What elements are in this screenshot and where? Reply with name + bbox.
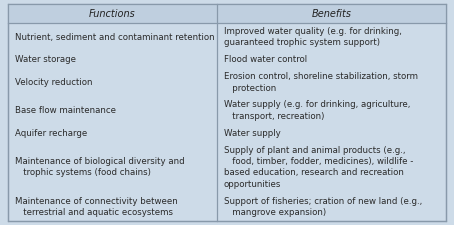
Text: Maintenance of biological diversity and: Maintenance of biological diversity and (15, 157, 185, 166)
Text: protection: protection (224, 84, 276, 93)
Text: Water storage: Water storage (15, 55, 76, 64)
Text: mangrove expansion): mangrove expansion) (224, 208, 326, 217)
Text: transport, recreation): transport, recreation) (224, 112, 324, 121)
Text: Benefits: Benefits (311, 9, 351, 19)
Text: terrestrial and aquatic ecosystems: terrestrial and aquatic ecosystems (15, 208, 173, 217)
Text: Nutrient, sediment and contaminant retention: Nutrient, sediment and contaminant reten… (15, 33, 215, 42)
Text: guaranteed trophic system support): guaranteed trophic system support) (224, 38, 380, 47)
Text: Erosion control, shoreline stabilization, storm: Erosion control, shoreline stabilization… (224, 72, 418, 81)
Text: Maintenance of connectivity between: Maintenance of connectivity between (15, 197, 178, 206)
FancyBboxPatch shape (8, 4, 446, 221)
Text: Functions: Functions (89, 9, 136, 19)
Text: Aquifer recharge: Aquifer recharge (15, 129, 87, 138)
Text: opportunities: opportunities (224, 180, 281, 189)
Text: trophic systems (food chains): trophic systems (food chains) (15, 168, 151, 177)
Text: Flood water control: Flood water control (224, 55, 307, 64)
Text: Support of fisheries; cration of new land (e.g.,: Support of fisheries; cration of new lan… (224, 197, 422, 206)
Text: Water supply (e.g. for drinking, agriculture,: Water supply (e.g. for drinking, agricul… (224, 101, 410, 110)
FancyBboxPatch shape (8, 4, 446, 23)
Text: Velocity reduction: Velocity reduction (15, 78, 93, 87)
Text: Base flow maintenance: Base flow maintenance (15, 106, 116, 115)
Text: food, timber, fodder, medicines), wildlife -: food, timber, fodder, medicines), wildli… (224, 157, 413, 166)
Text: based education, research and recreation: based education, research and recreation (224, 168, 404, 177)
Text: Improved water quality (e.g. for drinking,: Improved water quality (e.g. for drinkin… (224, 27, 402, 36)
Text: Supply of plant and animal products (e.g.,: Supply of plant and animal products (e.g… (224, 146, 405, 155)
Text: Water supply: Water supply (224, 129, 281, 138)
